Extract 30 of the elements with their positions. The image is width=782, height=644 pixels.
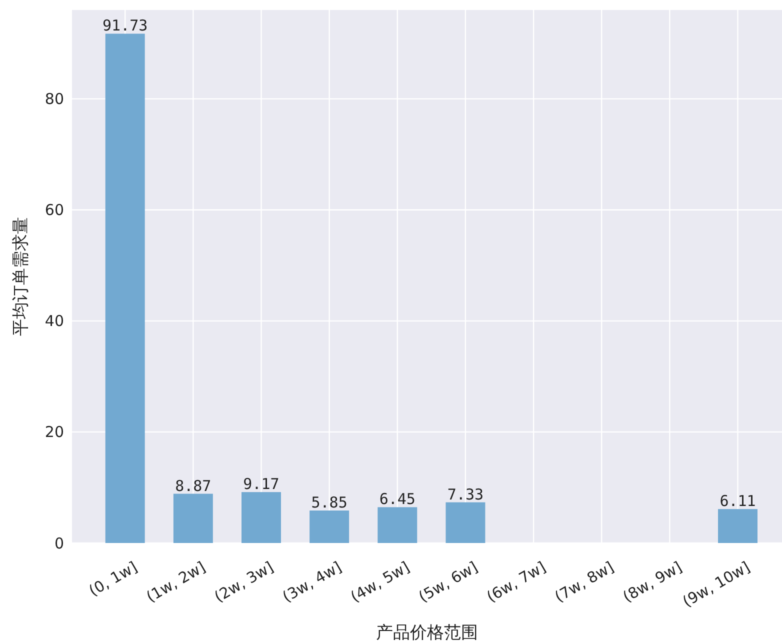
data-label: 5.85	[311, 494, 348, 512]
x-tick-label: (7w, 8w]	[552, 558, 617, 606]
data-label: 6.11	[720, 492, 756, 510]
bar	[378, 507, 418, 543]
y-tick-label: 80	[44, 90, 64, 108]
data-label: 8.87	[175, 476, 212, 495]
data-label: 7.33	[447, 485, 484, 504]
y-axis-title: 平均订单需求量	[11, 217, 31, 336]
x-tick-label: (0, 1w]	[86, 558, 140, 600]
x-tick-label: (5w, 6w]	[416, 558, 481, 606]
y-tick-label: 60	[44, 201, 64, 220]
bar	[310, 510, 350, 543]
x-tick-label: (4w, 5w]	[347, 558, 413, 606]
x-tick-label: (8w, 9w]	[620, 558, 685, 606]
data-label: 6.45	[379, 490, 416, 508]
x-axis-title: 产品价格范围	[376, 623, 478, 643]
bar	[173, 494, 213, 543]
bar	[446, 502, 486, 543]
bar	[718, 509, 758, 543]
y-tick-label: 40	[44, 312, 64, 330]
x-tick-label: (3w, 4w]	[279, 558, 345, 606]
data-label: 9.17	[243, 475, 280, 494]
y-tick-label: 20	[44, 423, 64, 442]
x-tick-label: (6w, 7w]	[484, 558, 549, 606]
bar	[105, 34, 145, 543]
x-tick-label: (2w, 3w]	[211, 558, 276, 606]
x-tick-label: (1w, 2w]	[143, 558, 208, 606]
bar	[242, 492, 281, 543]
y-tick-label: 0	[54, 534, 64, 552]
data-label: 91.73	[102, 16, 148, 35]
